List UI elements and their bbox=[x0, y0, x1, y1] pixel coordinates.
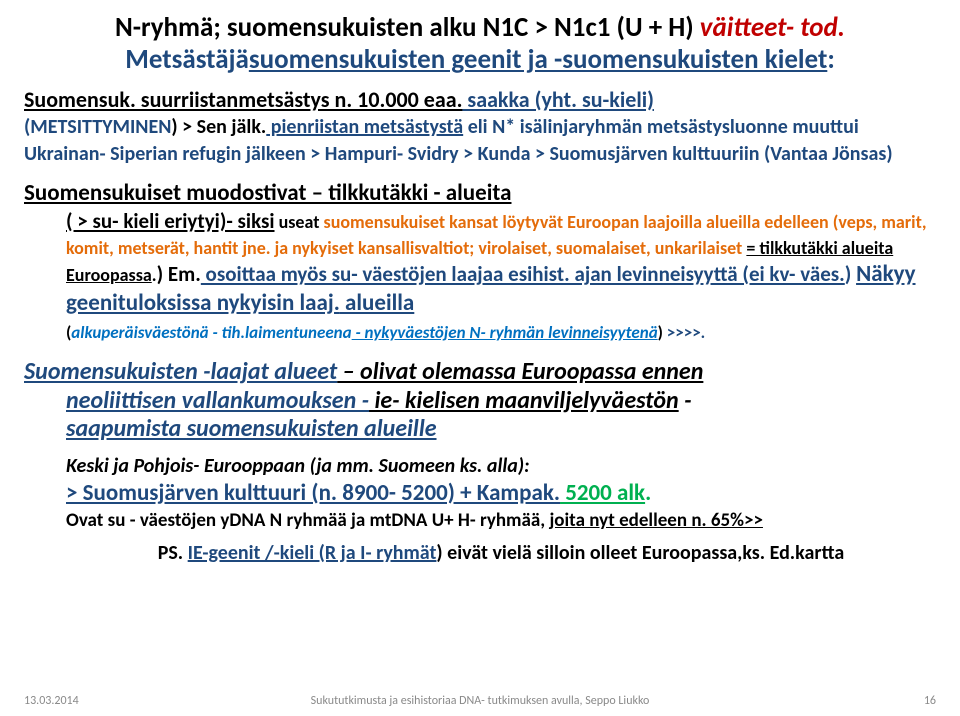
p5-c: . bbox=[645, 479, 651, 507]
p6-a: Ovat su - väestöjen yDNA N ryhmää ja mtD… bbox=[66, 509, 549, 532]
p3-a: Suomensukuisten -laajat alueet bbox=[24, 357, 337, 386]
p6-b: joita nyt edelleen n. 65%>> bbox=[549, 509, 763, 532]
p2-h: ) bbox=[845, 261, 856, 287]
title-part-1: N-ryhmä; suomensukuisten alku N1C > N1c1… bbox=[115, 11, 694, 44]
p2-j: alueilla bbox=[340, 289, 414, 317]
p2-g: osoittaa myös su- väestöjen laajaa esihi… bbox=[201, 261, 845, 287]
title-part-5: : bbox=[827, 43, 834, 76]
slide-footer: 13.03.2014 Sukututkimusta ja esihistoria… bbox=[24, 694, 936, 708]
p7-b: IE-geenit /-kieli (R ja I- ryhmät bbox=[188, 541, 437, 565]
p2-l: alkuperäisväestönä - tih.laimentuneena bbox=[71, 322, 351, 343]
paragraph-6: Ovat su - väestöjen yDNA N ryhmää ja mtD… bbox=[24, 510, 936, 533]
paragraph-5: > Suomusjärven kulttuuri (n. 8900- 5200)… bbox=[24, 480, 936, 508]
p7-a: PS. bbox=[158, 541, 188, 565]
p1-b: saakka (yht. su-kieli) bbox=[462, 86, 654, 113]
p3-d: ie- kielisen maanviljelyväestön bbox=[369, 386, 679, 415]
title-part-2: väitteet- tod. bbox=[694, 11, 845, 44]
title-part-3: Metsästäjä bbox=[125, 43, 249, 76]
p1-e: pienriistan metsästystä bbox=[266, 115, 463, 139]
p7-c: ) eivät vielä silloin olleet Euroopassa,… bbox=[436, 541, 844, 565]
p5-a: > Suomusjärven kulttuuri (n. 8900- 5200)… bbox=[66, 479, 560, 507]
paragraph-7: PS. IE-geenit /-kieli (R ja I- ryhmät) e… bbox=[24, 541, 936, 565]
p1-d: ) > Sen jälk. bbox=[171, 115, 266, 139]
p3-b: – olivat olemassa Euroopassa ennen bbox=[337, 357, 703, 386]
paragraph-2: ( > su- kieli eriytyi)- siksi useat suom… bbox=[24, 208, 936, 344]
p3-e: - bbox=[679, 386, 692, 415]
heading-2: Suomensukuiset muodostivat – tilkkutäkki… bbox=[24, 180, 936, 208]
title-part-4: suomensukuisten geenit ja -suomensukuist… bbox=[249, 43, 827, 76]
p3-f: saapumista suomensukuisten alueille bbox=[66, 414, 437, 443]
p5-b: 5200 alk bbox=[560, 479, 645, 507]
p2-o: >>>>. bbox=[663, 322, 705, 343]
p1-a: Suomensuk. suurriistanmetsästys n. 10.00… bbox=[24, 86, 462, 113]
paragraph-3: Suomensukuisten -laajat alueet – olivat … bbox=[24, 358, 936, 444]
paragraph-1: Suomensuk. suurriistanmetsästys n. 10.00… bbox=[24, 87, 936, 166]
p2-a: ( > su- kieli eriytyi)- siksi bbox=[66, 208, 275, 234]
p3-c: neoliittisen vallankumouksen - bbox=[66, 386, 369, 415]
p2-f: ) Em. bbox=[157, 261, 201, 287]
p2-b: useat bbox=[275, 211, 324, 233]
slide-title: N-ryhmä; suomensukuisten alku N1C > N1c1… bbox=[24, 12, 936, 77]
footer-author: Sukututkimusta ja esihistoriaa DNA- tutk… bbox=[24, 694, 936, 708]
p1-c: (METSITTYMINEN bbox=[24, 115, 171, 139]
paragraph-4: Keski ja Pohjois- Eurooppaan (ja mm. Suo… bbox=[24, 454, 936, 478]
p2-m: - nykyväestöjen N- ryhmän levinneisyyten… bbox=[352, 322, 658, 343]
